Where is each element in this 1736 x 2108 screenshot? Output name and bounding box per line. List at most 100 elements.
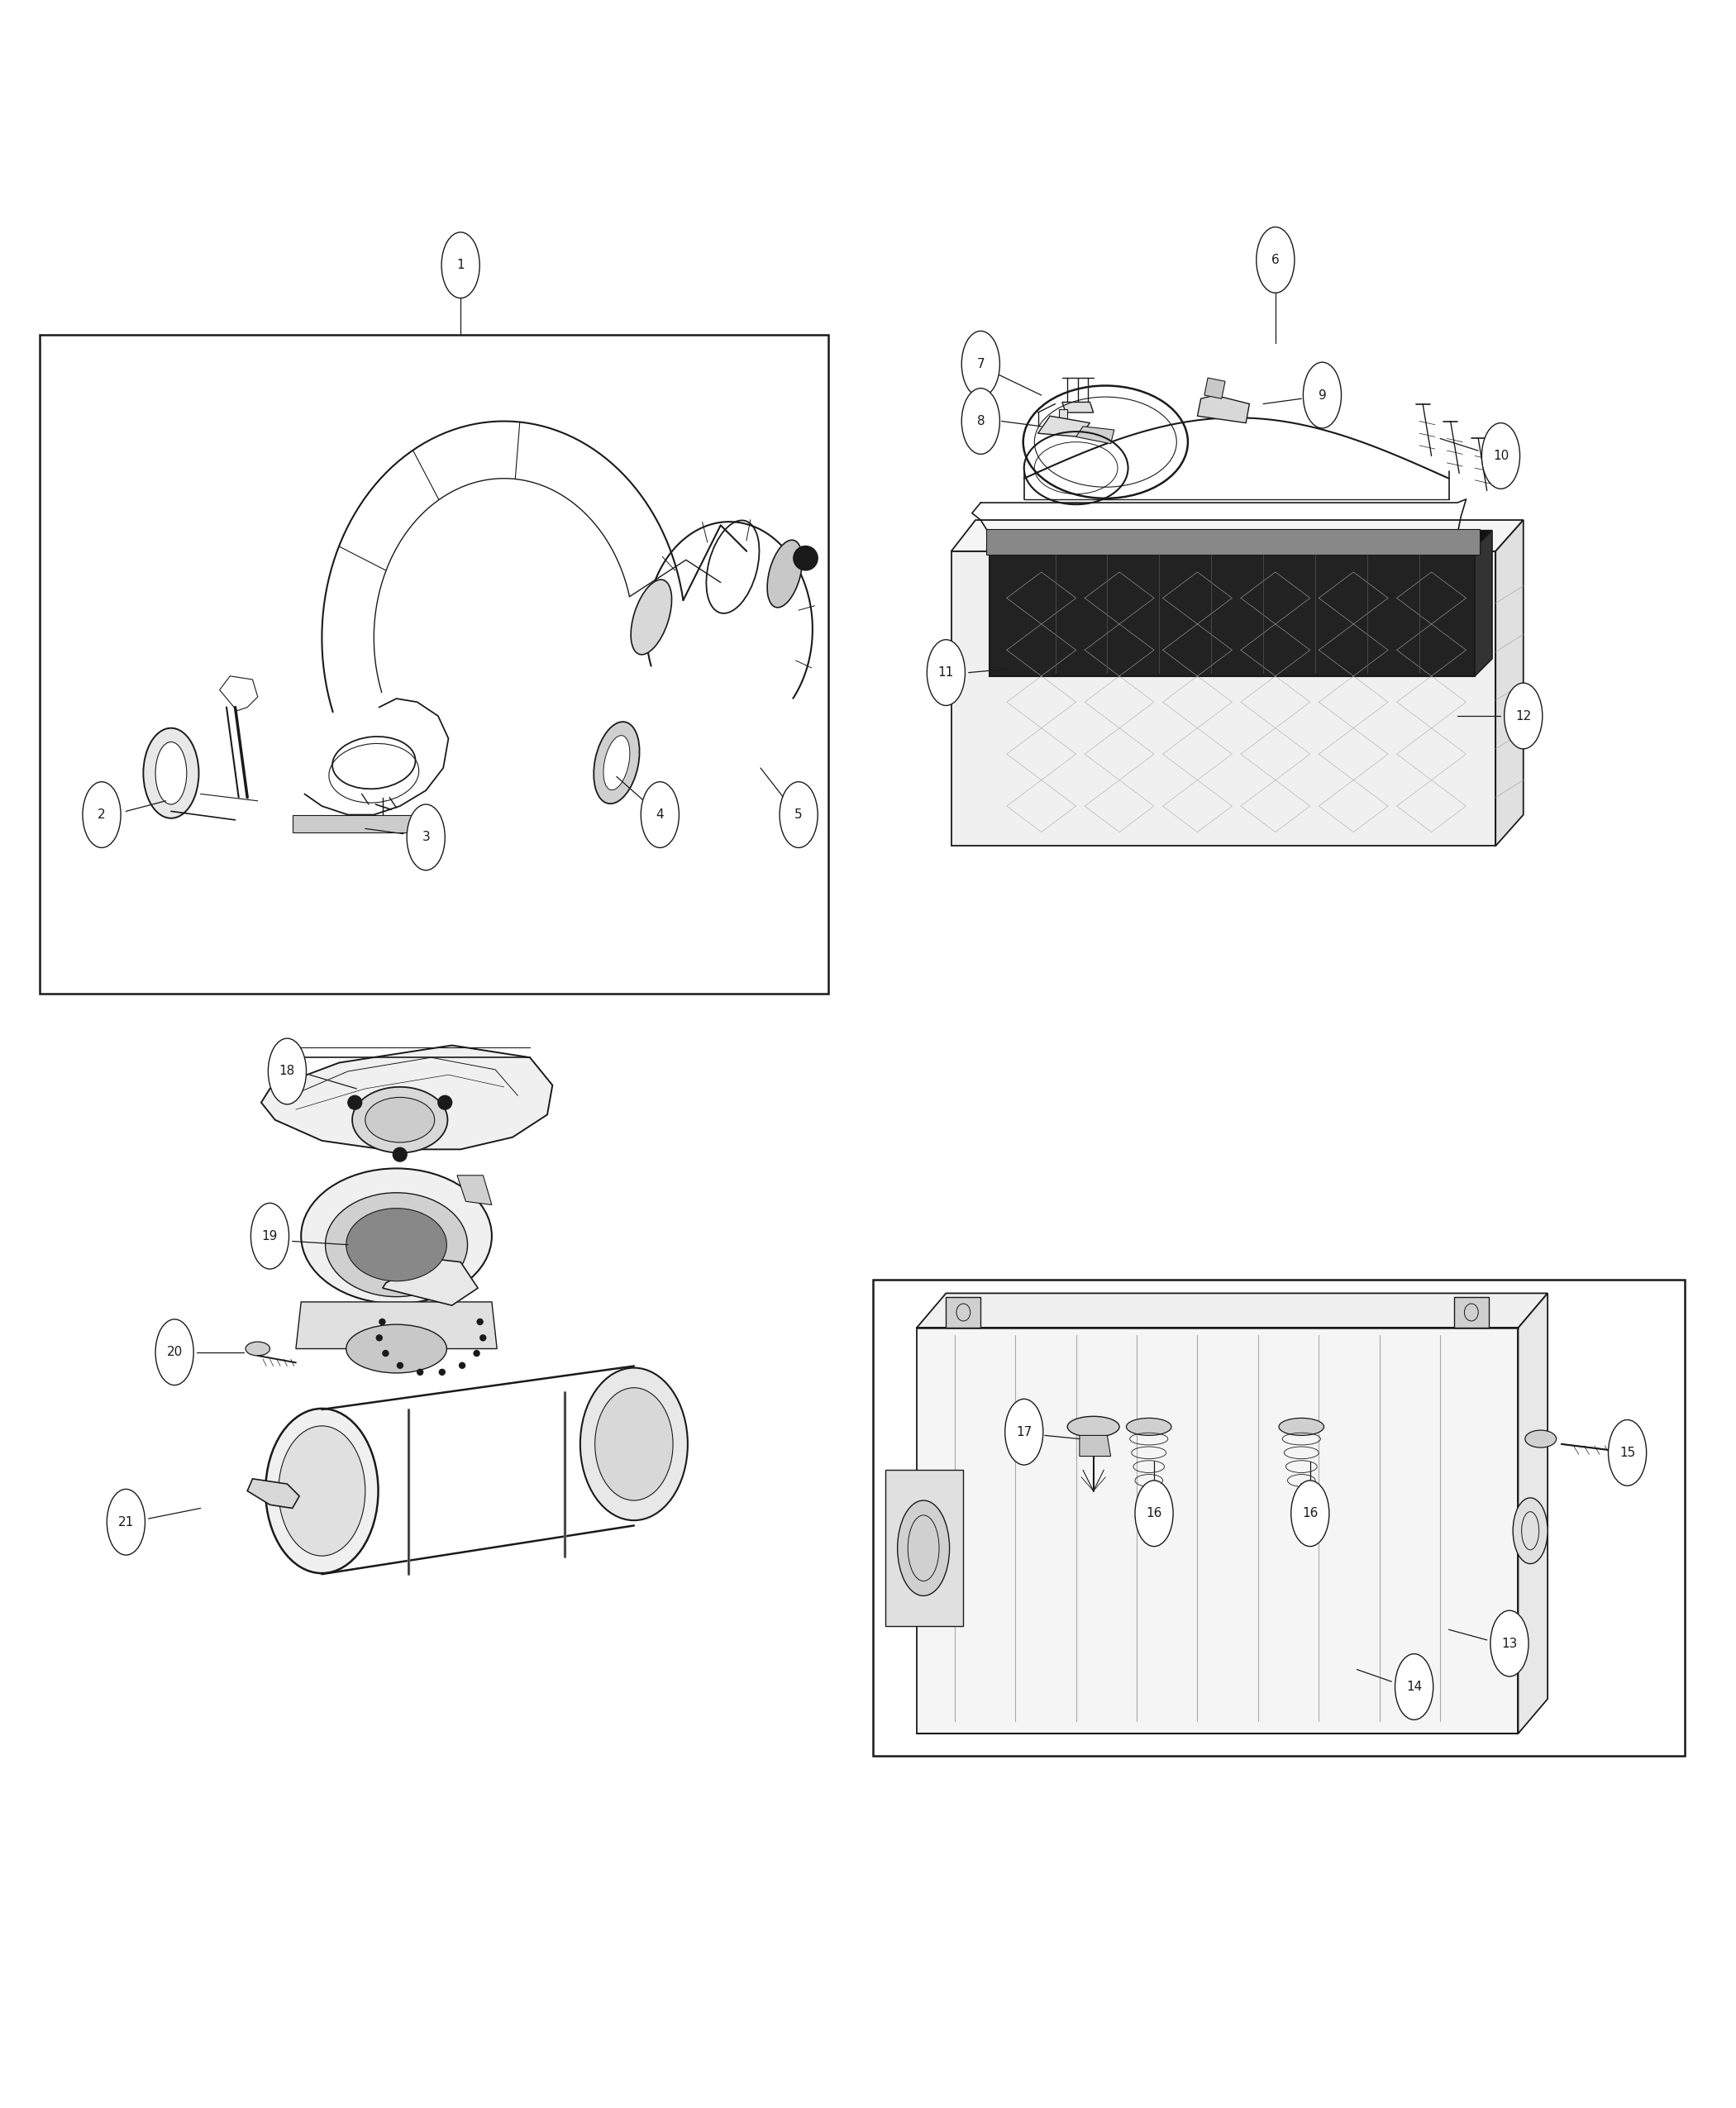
Ellipse shape [1005, 1400, 1043, 1465]
Ellipse shape [345, 1324, 446, 1372]
Text: 5: 5 [795, 809, 802, 820]
Text: 9: 9 [1318, 390, 1326, 401]
Ellipse shape [1304, 363, 1342, 428]
Ellipse shape [266, 1408, 378, 1573]
Text: 12: 12 [1516, 710, 1531, 723]
Ellipse shape [641, 782, 679, 847]
FancyBboxPatch shape [292, 816, 422, 833]
Circle shape [793, 546, 818, 571]
Ellipse shape [1292, 1480, 1330, 1547]
Polygon shape [946, 1296, 981, 1328]
Polygon shape [917, 1292, 1547, 1328]
Text: 19: 19 [262, 1229, 278, 1242]
Polygon shape [295, 1303, 496, 1349]
Polygon shape [1062, 403, 1094, 413]
Circle shape [439, 1368, 446, 1377]
Polygon shape [1496, 521, 1524, 845]
Ellipse shape [156, 742, 187, 805]
Polygon shape [1080, 1436, 1111, 1457]
Ellipse shape [1491, 1611, 1528, 1676]
Text: 2: 2 [97, 809, 106, 820]
Circle shape [476, 1318, 483, 1326]
Text: 16: 16 [1146, 1507, 1161, 1520]
Text: 7: 7 [977, 358, 984, 371]
Ellipse shape [245, 1343, 269, 1355]
Circle shape [437, 1096, 451, 1109]
Ellipse shape [1127, 1419, 1172, 1436]
Polygon shape [1198, 394, 1250, 424]
Ellipse shape [1524, 1429, 1555, 1448]
Ellipse shape [604, 736, 630, 790]
Text: 18: 18 [279, 1065, 295, 1077]
Polygon shape [990, 548, 1476, 677]
Text: 11: 11 [937, 666, 955, 679]
Ellipse shape [250, 1204, 288, 1269]
Ellipse shape [898, 1501, 950, 1596]
Circle shape [347, 1096, 361, 1109]
Ellipse shape [594, 721, 639, 803]
Text: 20: 20 [167, 1347, 182, 1358]
Ellipse shape [767, 540, 802, 607]
Circle shape [378, 1318, 385, 1326]
Ellipse shape [1514, 1499, 1547, 1564]
Polygon shape [1476, 531, 1493, 677]
Polygon shape [951, 550, 1496, 845]
Ellipse shape [595, 1387, 674, 1501]
Text: 14: 14 [1406, 1680, 1422, 1693]
Circle shape [375, 1334, 382, 1341]
Polygon shape [1455, 1296, 1489, 1328]
Ellipse shape [278, 1425, 365, 1556]
Ellipse shape [1279, 1419, 1325, 1436]
Ellipse shape [144, 727, 200, 818]
Circle shape [474, 1349, 481, 1358]
FancyBboxPatch shape [986, 529, 1481, 554]
Text: 10: 10 [1493, 449, 1509, 462]
Text: 3: 3 [422, 831, 431, 843]
Ellipse shape [779, 782, 818, 847]
Circle shape [417, 1368, 424, 1377]
Text: 1: 1 [457, 259, 465, 272]
Ellipse shape [580, 1368, 687, 1520]
Text: 13: 13 [1502, 1638, 1517, 1651]
Text: 4: 4 [656, 809, 663, 820]
Circle shape [382, 1349, 389, 1358]
Ellipse shape [83, 782, 122, 847]
Polygon shape [382, 1258, 477, 1305]
Polygon shape [247, 1478, 299, 1507]
Ellipse shape [1483, 424, 1521, 489]
Ellipse shape [1505, 683, 1542, 748]
Ellipse shape [1257, 228, 1295, 293]
Ellipse shape [1608, 1421, 1646, 1486]
Text: 8: 8 [977, 415, 984, 428]
Ellipse shape [156, 1320, 194, 1385]
Polygon shape [1038, 415, 1090, 436]
Polygon shape [457, 1176, 491, 1206]
Ellipse shape [630, 580, 672, 656]
Ellipse shape [441, 232, 479, 297]
Polygon shape [1519, 1292, 1547, 1733]
Ellipse shape [300, 1168, 491, 1303]
Ellipse shape [962, 331, 1000, 396]
Ellipse shape [962, 388, 1000, 453]
Ellipse shape [1396, 1655, 1434, 1720]
Text: 16: 16 [1302, 1507, 1318, 1520]
Ellipse shape [267, 1039, 306, 1105]
Ellipse shape [108, 1488, 146, 1556]
Polygon shape [422, 816, 443, 837]
Ellipse shape [365, 1098, 434, 1143]
Ellipse shape [927, 639, 965, 706]
Ellipse shape [325, 1193, 467, 1296]
Circle shape [396, 1362, 403, 1368]
Polygon shape [1076, 426, 1115, 445]
Ellipse shape [352, 1088, 448, 1153]
Polygon shape [990, 531, 1493, 548]
Text: 15: 15 [1620, 1446, 1635, 1459]
Circle shape [392, 1147, 406, 1162]
Polygon shape [885, 1469, 963, 1625]
Text: 17: 17 [1016, 1425, 1031, 1438]
Ellipse shape [1023, 386, 1187, 497]
Text: 6: 6 [1271, 253, 1279, 266]
Text: 21: 21 [118, 1516, 134, 1528]
Polygon shape [951, 521, 1524, 550]
Circle shape [458, 1362, 465, 1368]
